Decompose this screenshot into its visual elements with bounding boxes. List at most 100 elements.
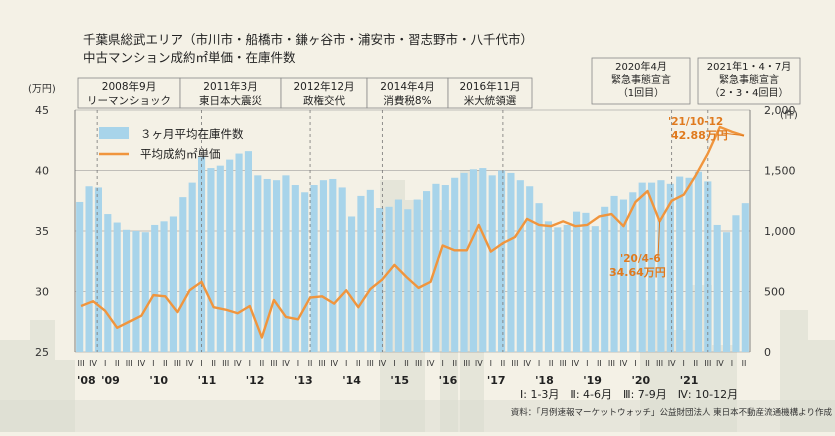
quarter-tick-4: III [126, 359, 133, 368]
bar-25 [310, 185, 318, 352]
left-tick-2: 35 [35, 225, 49, 238]
bar-43 [479, 168, 487, 352]
bar-44 [488, 175, 496, 352]
quarter-tick-37: IV [523, 359, 531, 368]
bar-35 [404, 209, 412, 352]
bar-17 [235, 153, 243, 352]
quarter-tick-35: II [501, 359, 506, 368]
bar-23 [291, 185, 299, 352]
bar-3 [104, 214, 112, 352]
quarter-tick-36: III [511, 359, 518, 368]
year-label-6: '14 [342, 374, 361, 387]
quarter-tick-33: IV [475, 359, 483, 368]
year-label-2: '10 [149, 374, 168, 387]
quarter-tick-2: I [104, 359, 106, 368]
bar-55 [591, 226, 599, 352]
bar-33 [385, 206, 393, 352]
quarter-tick-38: I [538, 359, 540, 368]
quarter-tick-8: III [174, 359, 181, 368]
legend-bar-swatch [99, 127, 129, 139]
bar-15 [216, 165, 224, 352]
left-tick-0: 25 [35, 346, 49, 359]
bar-40 [451, 177, 459, 352]
bar-5 [123, 229, 131, 352]
right-tick-4: 2,000 [764, 104, 796, 117]
bar-7 [141, 232, 149, 352]
quarter-tick-53: IV [716, 359, 724, 368]
bar-65 [685, 177, 693, 352]
chart-title: 千葉県総武エリア（市川市・船橋市・鎌ヶ谷市・浦安市・習志野市・八千代市） [83, 32, 533, 47]
quarter-tick-12: III [222, 359, 229, 368]
event-text-4-1: 米大統領選 [464, 94, 517, 107]
bar-28 [338, 187, 346, 352]
annotation-latest-period: '21/10-12 [668, 116, 723, 128]
bar-26 [319, 180, 327, 352]
year-label-5: '13 [294, 374, 313, 387]
bar-9 [160, 221, 168, 352]
event-text-3-0: 2014年4月 [380, 80, 434, 93]
quarter-tick-25: IV [378, 359, 386, 368]
quarter-tick-42: I [586, 359, 588, 368]
quarter-tick-31: II [452, 359, 457, 368]
year-label-10: '18 [535, 374, 554, 387]
quarter-tick-19: II [308, 359, 313, 368]
annotation-latest-value: 42.88万円 [671, 129, 728, 142]
bar-54 [582, 212, 590, 352]
bar-29 [348, 216, 356, 352]
bar-45 [498, 170, 506, 352]
quarter-tick-3: II [115, 359, 120, 368]
event-box-4 [447, 77, 533, 109]
event-text-5-1: 緊急事態宣言 [611, 73, 671, 86]
year-label-9: '17 [487, 374, 506, 387]
event-text-6-1: 緊急事態宣言 [719, 73, 779, 86]
source-note: 資料：「月例速報マーケットウォッチ」公益財団法人 東日本不動産流通機構より作成 [511, 407, 833, 418]
bar-69 [723, 232, 731, 352]
quarter-tick-55: II [742, 359, 747, 368]
event-text-6-2: （2・3・4回目） [709, 87, 788, 99]
quarter-tick-46: I [634, 359, 636, 368]
line-series [80, 125, 745, 339]
skyline-ground [0, 400, 835, 432]
event-lines [96, 110, 709, 352]
quarter-tick-14: I [249, 359, 251, 368]
bar-27 [329, 178, 337, 352]
annotation-low-value: 34.64万円 [609, 266, 666, 279]
bar-62 [657, 180, 665, 352]
annotation-latest-leader [721, 132, 745, 137]
quarter-tick-49: IV [668, 359, 676, 368]
quarter-legend: Ⅰ: 1-3月 Ⅱ: 4-6月 Ⅲ: 7-9月 Ⅳ: 10-12月 [520, 388, 738, 401]
bar-19 [254, 175, 262, 352]
quarter-tick-9: IV [186, 359, 194, 368]
year-label-1: '09 [101, 374, 120, 387]
annotation-low-leader [657, 221, 661, 259]
quarter-tick-16: III [270, 359, 277, 368]
event-text-5-2: （1回目） [618, 87, 664, 99]
quarter-tick-18: I [297, 359, 299, 368]
quarter-tick-29: IV [427, 359, 435, 368]
bar-12 [188, 182, 196, 352]
bar-6 [132, 231, 140, 352]
quarter-tick-17: IV [282, 359, 290, 368]
bar-24 [301, 192, 309, 352]
event-text-1-0: 2011年3月 [203, 80, 257, 93]
bar-14 [207, 168, 215, 352]
bar-70 [732, 215, 740, 352]
year-label-0: '08 [77, 374, 96, 387]
quarter-tick-48: III [656, 359, 663, 368]
year-label-4: '12 [246, 374, 265, 387]
bar-53 [573, 211, 581, 352]
bar-66 [694, 171, 702, 352]
event-text-0-0: 2008年9月 [102, 80, 156, 93]
quarter-tick-28: III [415, 359, 422, 368]
quarter-tick-40: III [560, 359, 567, 368]
bar-10 [169, 216, 177, 352]
legend-bar-label: ３ヶ月平均在庫件数 [140, 127, 244, 141]
quarter-tick-7: II [163, 359, 168, 368]
event-text-6-0: 2021年1・4・7月 [707, 60, 792, 73]
event-text-0-1: リーマンショック [87, 95, 171, 107]
chart-subtitle: 中古マンション成約㎡単価・在庫件数 [83, 50, 296, 65]
bar-68 [713, 224, 721, 352]
